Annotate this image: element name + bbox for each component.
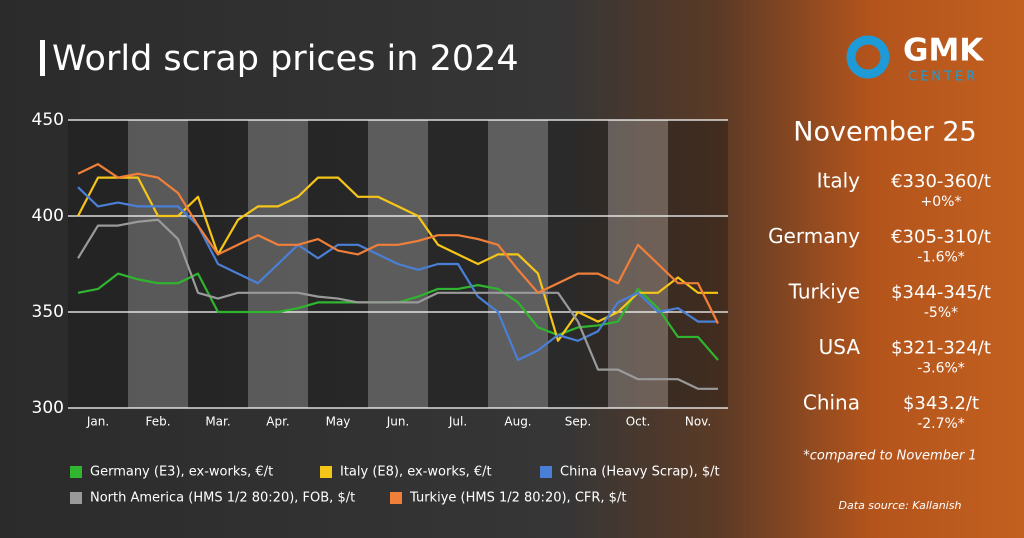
chart-title: World scrap prices in 2024 [52,39,519,79]
panel-change: +0%* [921,194,962,210]
series-line [77,176,718,342]
panel-change: -1.6%* [917,250,965,266]
legend-swatch [70,466,82,478]
logo-name: GMK [903,33,984,69]
month-band [308,120,368,408]
x-tick-label: Jun. [386,415,410,429]
y-tick-label: 350 [32,302,64,322]
panel-country: Italy [817,169,861,193]
month-band [488,120,548,408]
panel-change: -3.6%* [917,361,965,377]
month-band [548,120,608,408]
panel-country: USA [819,335,861,359]
month-band [128,120,188,408]
y-tick-label: 300 [32,398,64,418]
source: Data source: Kallanish [839,499,962,512]
legend-swatch [390,492,402,504]
panel-price: $321-324/t [891,338,991,359]
legend-label: North America (HMS 1/2 80:20), FOB, $/t [90,491,355,506]
x-tick-label: Jan. [86,415,109,429]
panel-date: November 25 [793,117,976,148]
y-tick-label: 450 [32,110,64,130]
panel-change: -5%* [924,305,958,321]
series-line [77,186,718,362]
logo-icon [846,35,890,79]
panel-country: China [803,391,860,415]
panel-price: €305-310/t [891,227,991,248]
month-band [68,120,128,408]
panel-country: Turkiye [788,280,860,304]
series-line [77,163,719,325]
x-tick-label: Feb. [145,415,170,429]
panel-change: -2.7%* [917,416,965,432]
panel-country: Germany [768,224,860,248]
panel-price: $344-345/t [891,282,991,303]
panel-note: *compared to November 1 [803,449,976,464]
x-tick-label: Oct. [626,415,651,429]
logo-subname: CENTER [908,70,978,85]
x-tick-label: Sep. [565,415,591,429]
legend-label: Italy (E8), ex-works, €/t [340,465,492,480]
legend-swatch [540,466,552,478]
panel-price: $343.2/t [903,393,979,414]
x-tick-label: Apr. [266,415,289,429]
series-line [77,218,718,390]
month-band [668,120,728,408]
legend-swatch [320,466,332,478]
legend-label: Turkiye (HMS 1/2 80:20), CFR, $/t [409,491,626,506]
legend-label: China (Heavy Scrap), $/t [560,465,720,480]
panel-price: €330-360/t [891,171,991,192]
x-tick-label: May [326,415,351,429]
x-tick-label: Nov. [685,415,711,429]
y-tick-label: 400 [32,206,64,226]
x-tick-label: Mar. [205,415,230,429]
x-tick-label: Aug. [504,415,531,429]
title-bar [40,40,45,76]
legend-swatch [70,492,82,504]
legend-label: Germany (E3), ex-works, €/t [90,465,273,480]
x-tick-label: Jul. [448,415,467,429]
